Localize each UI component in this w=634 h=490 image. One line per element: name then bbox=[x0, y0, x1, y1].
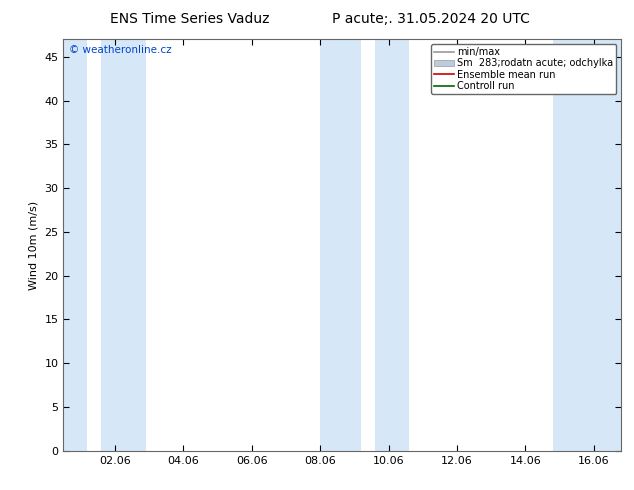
Text: © weatheronline.cz: © weatheronline.cz bbox=[69, 46, 172, 55]
Bar bbox=[320, 39, 361, 451]
Bar bbox=[101, 39, 146, 451]
Text: P acute;. 31.05.2024 20 UTC: P acute;. 31.05.2024 20 UTC bbox=[332, 12, 530, 26]
Text: ENS Time Series Vaduz: ENS Time Series Vaduz bbox=[110, 12, 270, 26]
Bar bbox=[375, 39, 409, 451]
Y-axis label: Wind 10m (m/s): Wind 10m (m/s) bbox=[29, 200, 39, 290]
Bar bbox=[63, 39, 87, 451]
Bar bbox=[553, 39, 621, 451]
Legend: min/max, Sm  283;rodatn acute; odchylka, Ensemble mean run, Controll run: min/max, Sm 283;rodatn acute; odchylka, … bbox=[431, 44, 616, 94]
